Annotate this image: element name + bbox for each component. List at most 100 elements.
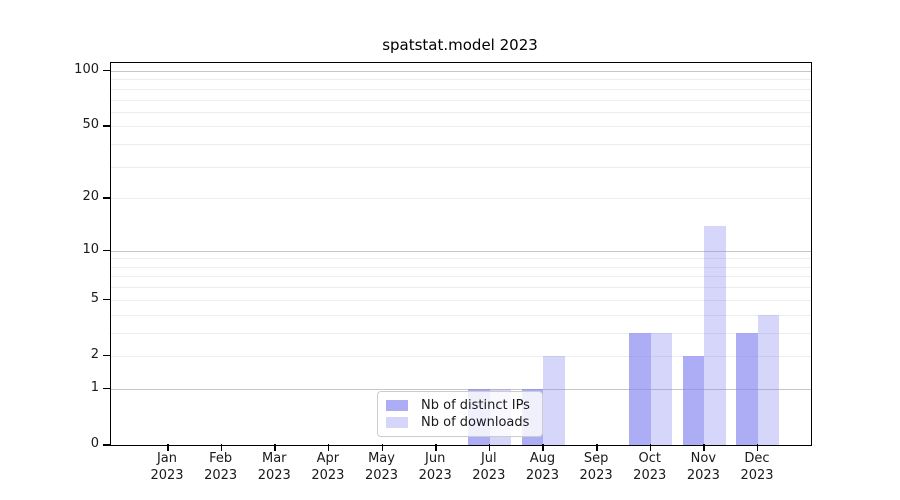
y-tick-label-2: 2 <box>90 346 99 362</box>
bar-nb-of-distinct-ips-dec-2023 <box>736 332 758 445</box>
x-tick-label-oct-2023: Oct 2023 <box>618 451 682 484</box>
x-tick-label-apr-2023: Apr 2023 <box>296 451 360 484</box>
gridline-minor-3 <box>111 332 811 334</box>
x-tick-may-2023 <box>381 444 384 451</box>
x-tick-label-line: Jan <box>156 451 178 466</box>
x-tick-label-line: Oct <box>638 451 661 466</box>
x-tick-label-nov-2023: Nov 2023 <box>671 451 735 484</box>
y-tick-2 <box>103 354 110 357</box>
x-tick-aug-2023 <box>542 444 544 451</box>
x-tick-label-line: 2023 <box>579 467 613 483</box>
x-tick-nov-2023 <box>703 444 705 451</box>
bar-nb-of-downloads-oct-2023 <box>650 332 673 445</box>
y-tick-label-5: 5 <box>90 290 99 306</box>
x-tick-label-line: 2023 <box>472 467 506 483</box>
x-tick-label-aug-2023: Aug 2023 <box>510 451 574 484</box>
gridline-major-100 <box>111 70 811 72</box>
x-tick-oct-2023 <box>649 444 652 451</box>
y-tick-0 <box>103 444 110 446</box>
gridline-minor-8 <box>111 266 811 268</box>
x-tick-label-line: 2023 <box>204 467 238 483</box>
x-tick-label-line: Jun <box>425 451 446 466</box>
x-tick-label-dec-2023: Dec 2023 <box>725 451 789 484</box>
gridline-minor-50 <box>111 126 811 128</box>
legend-label-downloads: Nb of downloads <box>421 415 530 430</box>
gridline-minor-6 <box>111 287 811 289</box>
y-tick-100 <box>103 69 110 72</box>
gridline-minor-2 <box>111 355 811 357</box>
plot-area <box>110 62 812 446</box>
y-tick-20 <box>103 197 110 199</box>
y-tick-1 <box>103 387 110 390</box>
y-tick-label-20: 20 <box>82 189 99 205</box>
gridline-minor-9 <box>111 258 811 260</box>
gridline-minor-30 <box>111 166 811 168</box>
y-tick-10 <box>103 249 110 252</box>
bar-nb-of-distinct-ips-oct-2023 <box>629 332 651 445</box>
x-tick-jul-2023 <box>488 444 491 451</box>
y-tick-label-10: 10 <box>82 241 99 257</box>
x-tick-label-line: May <box>368 451 395 466</box>
y-tick-50 <box>103 125 110 127</box>
chart-title: spatstat.model 2023 <box>382 36 538 54</box>
x-tick-mar-2023 <box>274 444 276 451</box>
legend: Nb of distinct IPs Nb of downloads <box>377 391 543 437</box>
x-tick-sep-2023 <box>596 444 598 451</box>
y-tick-label-1: 1 <box>90 379 99 395</box>
bar-nb-of-downloads-dec-2023 <box>757 314 780 445</box>
x-tick-jan-2023 <box>167 444 169 451</box>
x-tick-label-line: Feb <box>209 451 233 466</box>
x-tick-label-line: Aug <box>529 451 556 466</box>
legend-swatch-distinct-ips <box>386 400 408 411</box>
x-tick-label-line: 2023 <box>633 467 667 483</box>
legend-label-distinct-ips: Nb of distinct IPs <box>421 398 530 413</box>
legend-item-downloads: Nb of downloads <box>386 415 534 430</box>
x-tick-apr-2023 <box>327 444 330 451</box>
gridline-minor-20 <box>111 198 811 200</box>
x-tick-label-sep-2023: Sep 2023 <box>564 451 628 484</box>
y-tick-label-50: 50 <box>82 117 99 133</box>
gridline-major-1 <box>111 388 811 390</box>
gridline-minor-90 <box>111 79 811 81</box>
x-tick-label-line: 2023 <box>364 467 399 483</box>
bar-nb-of-downloads-nov-2023 <box>704 225 726 445</box>
gridline-minor-4 <box>111 314 811 316</box>
x-tick-label-line: 2023 <box>311 467 345 483</box>
y-tick-label-100: 100 <box>74 61 99 77</box>
x-tick-dec-2023 <box>756 444 759 451</box>
legend-swatch-downloads <box>386 417 408 428</box>
y-tick-label-0: 0 <box>90 436 99 451</box>
x-tick-label-mar-2023: Mar 2023 <box>242 451 306 484</box>
x-tick-label-line: 2023 <box>150 467 184 483</box>
legend-item-distinct-ips: Nb of distinct IPs <box>386 398 534 413</box>
x-tick-feb-2023 <box>220 444 223 451</box>
x-tick-label-line: 2023 <box>418 467 452 483</box>
x-tick-label-jun-2023: Jun 2023 <box>403 451 467 484</box>
x-tick-label-line: 2023 <box>686 467 720 483</box>
x-tick-label-may-2023: May 2023 <box>350 451 414 484</box>
x-tick-label-line: Nov <box>690 451 717 466</box>
x-tick-label-line: Apr <box>316 451 340 466</box>
gridline-major-10 <box>111 250 811 252</box>
y-tick-5 <box>103 298 110 301</box>
x-tick-label-line: Jul <box>480 451 497 466</box>
bar-nb-of-distinct-ips-nov-2023 <box>682 355 705 445</box>
gridline-minor-70 <box>111 99 811 101</box>
gridline-minor-7 <box>111 276 811 278</box>
gridline-minor-60 <box>111 111 811 113</box>
bar-nb-of-downloads-aug-2023 <box>543 355 565 445</box>
x-tick-label-line: Dec <box>744 451 770 466</box>
x-tick-label-line: 2023 <box>257 467 291 483</box>
x-tick-label-line: 2023 <box>740 467 774 483</box>
gridline-minor-40 <box>111 144 811 146</box>
x-tick-label-line: Sep <box>583 451 609 466</box>
x-tick-jun-2023 <box>435 444 437 451</box>
x-tick-label-line: 2023 <box>525 467 559 483</box>
x-tick-label-jul-2023: Jul 2023 <box>457 451 521 484</box>
gridline-minor-5 <box>111 299 811 301</box>
x-tick-label-jan-2023: Jan 2023 <box>135 451 199 484</box>
gridline-minor-80 <box>111 88 811 90</box>
x-tick-label-line: Mar <box>262 451 287 466</box>
x-tick-label-feb-2023: Feb 2023 <box>189 451 253 484</box>
